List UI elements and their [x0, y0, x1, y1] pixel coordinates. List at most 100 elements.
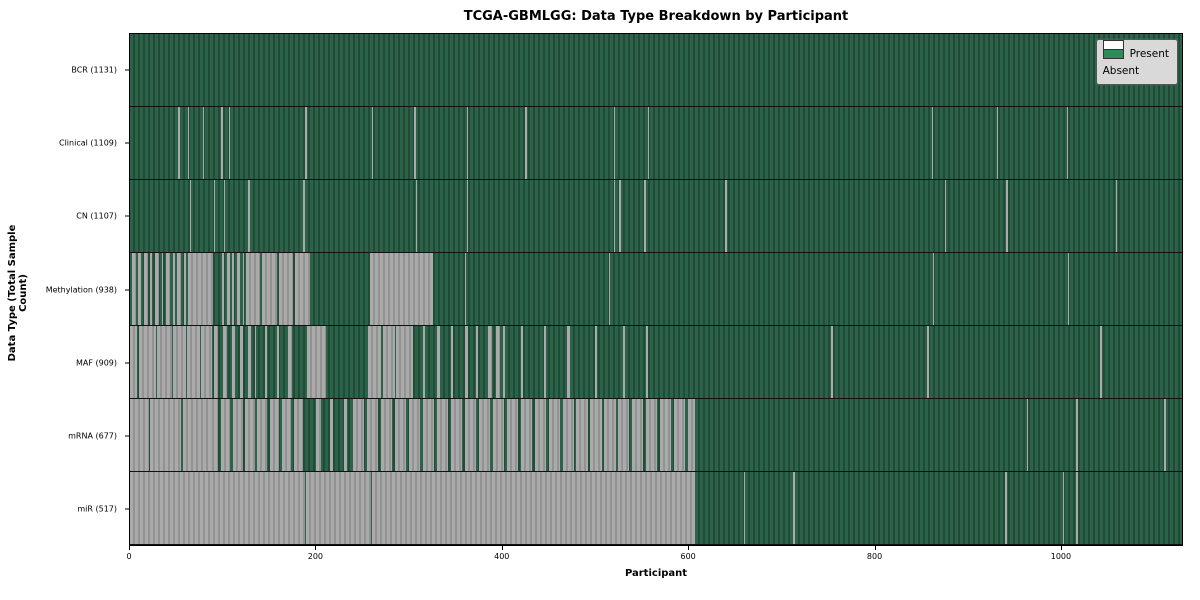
absent-run — [1005, 472, 1007, 544]
absent-run — [1006, 180, 1008, 252]
absent-run — [506, 399, 518, 471]
absent-run — [294, 253, 310, 325]
absent-run — [450, 399, 463, 471]
absent-run — [130, 399, 149, 471]
absent-run — [492, 399, 504, 471]
absent-run — [209, 399, 219, 471]
x-axis-ticks: 0 200 400 600 800 1000 — [126, 546, 1183, 562]
absent-run — [576, 399, 588, 471]
absent-run — [293, 399, 303, 471]
absent-run — [187, 326, 200, 398]
x-tick-label: 400 — [494, 552, 510, 561]
legend-absent-swatch-icon — [1102, 40, 1124, 50]
absent-run — [609, 253, 611, 325]
absent-run — [409, 399, 421, 471]
absent-run — [343, 399, 347, 471]
absent-run — [329, 399, 333, 471]
absent-run — [223, 180, 226, 252]
absent-run — [372, 472, 695, 544]
absent-run — [725, 180, 727, 252]
absent-run — [525, 107, 527, 179]
chart-title: TCGA-GBMLGG: Data Type Breakdown by Part… — [463, 9, 849, 24]
absent-run — [1026, 399, 1029, 471]
absent-run — [422, 326, 425, 398]
absent-run — [488, 326, 492, 398]
absent-run — [1067, 253, 1069, 325]
absent-run — [613, 180, 616, 252]
absent-run — [248, 180, 250, 252]
absent-run — [264, 326, 267, 398]
absent-run — [590, 399, 602, 471]
x-tick-mark — [688, 546, 690, 550]
absent-run — [502, 326, 505, 398]
absent-run — [496, 326, 501, 398]
absent-run — [187, 253, 213, 325]
absent-run — [233, 399, 243, 471]
absent-run — [450, 326, 453, 398]
absent-run — [221, 399, 231, 471]
absent-run — [232, 253, 235, 325]
row-mrna — [130, 399, 1182, 472]
absent-run — [413, 107, 416, 179]
absent-run — [1164, 399, 1166, 471]
y-tick-mark — [125, 362, 129, 364]
row-clinical — [130, 107, 1182, 180]
absent-run — [157, 326, 172, 398]
absent-run — [257, 399, 267, 471]
y-tick-mark — [125, 508, 129, 510]
x-axis-label: Participant — [624, 568, 688, 579]
absent-run — [177, 253, 182, 325]
absent-run — [149, 399, 182, 471]
y-tick-label-mir: miR (517) — [77, 504, 117, 514]
y-axis-tick-labels: BCR (1131) Clinical (1109) CN (1107) Methyl… — [0, 33, 129, 546]
absent-run — [369, 253, 434, 325]
absent-run — [436, 399, 449, 471]
x-tick-label: 800 — [866, 552, 883, 561]
absent-run — [138, 326, 157, 398]
absent-run — [927, 326, 929, 398]
absent-run — [130, 472, 305, 544]
absent-run — [288, 326, 292, 398]
absent-run — [1100, 326, 1102, 398]
y-tick-label-cn: CN (1107) — [76, 211, 117, 221]
absent-run — [306, 326, 327, 398]
absent-run — [422, 399, 435, 471]
absent-run — [932, 253, 935, 325]
absent-run — [223, 326, 227, 398]
absent-run — [304, 107, 307, 179]
absent-run — [173, 326, 186, 398]
absent-run — [648, 107, 650, 179]
absent-run — [567, 326, 570, 398]
absent-run — [743, 472, 746, 544]
absent-run — [466, 180, 469, 252]
absent-run — [1115, 180, 1118, 252]
absent-run — [618, 399, 630, 471]
x-tick-mark — [315, 546, 317, 550]
absent-run — [276, 326, 279, 398]
absent-run — [222, 253, 224, 325]
absent-run — [131, 253, 136, 325]
legend-present-swatch-icon — [1102, 48, 1124, 59]
absent-run — [644, 180, 646, 252]
absent-run — [242, 253, 245, 325]
absent-run — [172, 253, 175, 325]
absent-run — [632, 399, 644, 471]
absent-run — [1075, 472, 1078, 544]
x-tick-label: 0 — [126, 552, 132, 561]
y-tick-mark — [125, 69, 129, 71]
row-maf — [130, 326, 1182, 399]
absent-run — [201, 326, 212, 398]
absent-run — [187, 107, 190, 179]
absent-run — [1066, 107, 1069, 179]
absent-run — [646, 326, 649, 398]
x-tick-label: 600 — [680, 552, 696, 561]
absent-run — [306, 472, 371, 544]
absent-run — [793, 472, 795, 544]
y-tick-mark — [125, 215, 129, 217]
absent-run — [996, 107, 999, 179]
absent-run — [562, 399, 574, 471]
absent-run — [660, 399, 672, 471]
absent-run — [202, 107, 204, 179]
y-tick-mark — [125, 289, 129, 290]
